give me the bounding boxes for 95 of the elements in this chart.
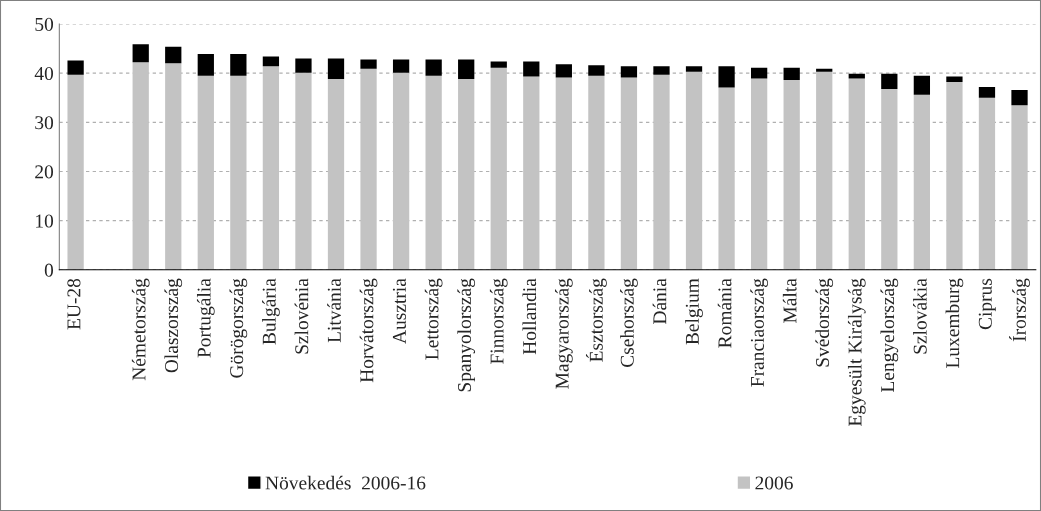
bar [750,67,768,79]
x-tick-label: Svédország [815,278,834,367]
bar [67,74,84,270]
y-tick-label: 30 [35,116,54,130]
bar [946,82,963,270]
bar [1011,89,1028,106]
x-tick-label: Belgium [685,278,703,345]
bar [685,71,703,270]
bar [523,76,540,270]
bar [913,94,931,270]
bar [327,79,345,270]
bar [555,77,572,270]
bar [620,77,638,270]
x-tick-label: Finnország [489,278,508,364]
bar [490,67,507,270]
bar [165,63,182,270]
x-tick-label: Szlovákia [913,278,927,354]
bar [392,59,410,73]
y-tick-label: 50 [35,17,54,31]
x-tick-label: Litvánia [327,278,341,343]
bar [620,66,638,78]
x-tick-label: Horvátország [359,278,378,383]
bar [653,66,670,75]
bar [718,87,735,270]
bar [848,78,865,270]
bar [848,73,865,79]
bar [783,80,800,270]
bar [588,75,605,270]
x-tick-label: EU-28 [67,278,81,330]
bar [653,74,670,270]
x-tick-label: Ciprus [978,278,996,330]
bar [523,61,540,77]
x-tick-label: Bulgária [262,278,280,345]
bar [230,54,247,76]
x-tick-label: Franciaország [750,278,768,387]
bar [295,58,312,73]
x-tick-label: Portugália [196,278,215,358]
bar [881,73,898,89]
bar [67,60,84,75]
x-tick-label: Dánia [652,278,667,325]
bar [295,72,312,270]
bar [555,64,572,78]
bar [718,66,735,88]
x-tick-label: Lengyelország [880,278,899,393]
x-tick-label: Olaszország [164,278,183,373]
y-tick-label: 40 [34,66,54,81]
bar [327,58,345,80]
x-tick-label: Luxemburg [945,278,964,368]
bar [946,76,963,83]
x-tick-label: Ausztria [392,278,406,344]
legend-label: Növekedés 2006-16 [265,475,426,490]
x-tick-label: Egyesült Királyság [847,278,866,427]
bar [132,44,149,63]
x-tick-label: Lettország [424,278,443,360]
x-tick-label: Románia [717,278,732,348]
x-tick-label: Írország [1009,278,1030,342]
bar [197,75,214,270]
x-tick-label: Szlovénia [294,278,309,354]
y-tick-label: 10 [36,214,54,228]
bar [1011,105,1028,270]
bar [816,68,833,72]
bar [230,75,247,270]
bar [783,67,800,81]
x-tick-label: Málta [782,278,797,323]
bar [360,59,377,69]
bar [881,88,898,270]
bar [913,75,931,95]
x-tick-label: Csehország [620,278,638,367]
x-tick-label: Görögország [229,278,248,378]
bar [816,71,833,270]
bar [165,46,182,64]
bar [262,66,280,270]
bar [978,86,996,98]
bar [425,59,442,76]
bar [458,59,475,80]
bar [132,62,149,270]
bar [425,75,442,270]
x-tick-label: Hollandia [522,278,537,355]
bar [588,65,605,76]
x-tick-label: Spanyolország [457,278,476,392]
bar [490,61,507,68]
x-tick-label: Magyarország [554,278,573,389]
bar [262,56,280,67]
bar [458,79,475,270]
y-tick-label: 0 [44,263,54,277]
bar [685,66,703,72]
bar [978,97,996,270]
bar [750,78,768,270]
legend-label: 2006 [755,476,793,490]
bar [392,72,410,270]
x-tick-label: Németország [131,278,150,381]
bar [360,68,377,270]
bar [197,54,214,76]
x-tick-label: Észtország [585,278,607,362]
y-tick-label: 20 [35,165,54,179]
